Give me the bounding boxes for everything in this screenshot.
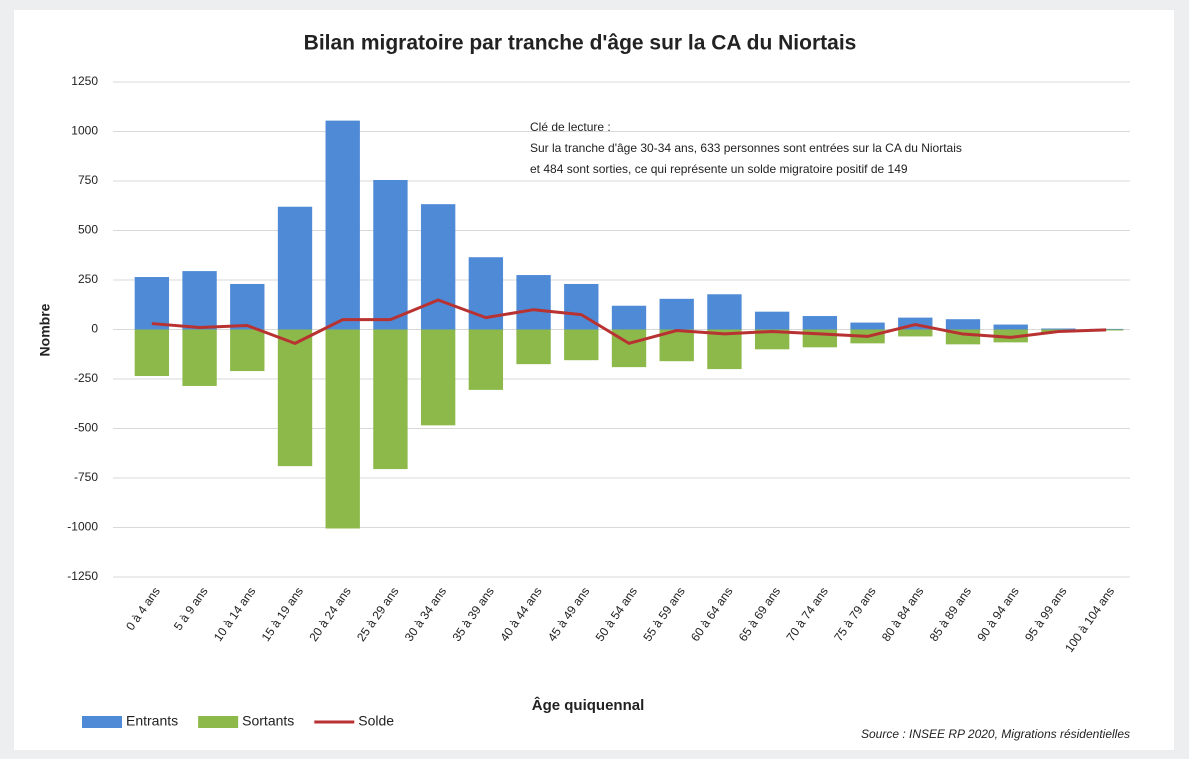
bar [277, 206, 313, 330]
y-tick-label: -250 [74, 371, 98, 385]
bar [277, 329, 313, 467]
bar [468, 329, 504, 390]
y-tick-label: 1000 [71, 124, 98, 138]
y-tick-label: -750 [74, 470, 98, 484]
bar [134, 329, 170, 377]
bar [230, 329, 265, 372]
x-axis-label: Âge quiquennal [532, 696, 645, 714]
bar [373, 180, 408, 330]
legend-label: Solde [358, 713, 394, 729]
chart-title: Bilan migratoire par tranche d'âge sur l… [304, 32, 857, 55]
y-tick-label: -1250 [67, 569, 98, 583]
bar [230, 283, 265, 330]
source: Source : INSEE RP 2020, Migrations résid… [861, 727, 1130, 741]
y-tick-label: -500 [74, 421, 98, 435]
line [151, 298, 1107, 345]
bar [134, 277, 170, 330]
bar [373, 329, 408, 470]
bar [325, 120, 360, 330]
bar [707, 294, 742, 330]
y-tick-label: 0 [91, 322, 98, 336]
bar [325, 329, 360, 529]
annotation: et 484 sont sorties, ce qui représente u… [530, 162, 908, 176]
y-tick-label: 250 [78, 272, 98, 286]
y-tick-label: -1000 [67, 520, 98, 534]
bar [754, 329, 790, 350]
bar [802, 316, 838, 330]
bar [1041, 328, 1076, 330]
bar [993, 324, 1028, 330]
bar [182, 329, 217, 386]
legend-swatch [82, 716, 122, 728]
bar [850, 322, 885, 330]
y-tick-label: 750 [78, 173, 98, 187]
bar [898, 329, 933, 337]
bar [420, 204, 456, 330]
bar [659, 298, 694, 330]
legend-label: Sortants [242, 713, 294, 729]
bar [707, 329, 742, 370]
annotation: Clé de lecture : [530, 120, 611, 134]
legend-label: Entrants [126, 713, 178, 729]
annotation: Sur la tranche d'âge 30-34 ans, 633 pers… [530, 141, 962, 155]
bar [420, 329, 456, 426]
y-tick-label: 500 [78, 223, 98, 237]
legend-swatch [198, 716, 239, 728]
bar [611, 305, 647, 330]
y-tick-label: 1250 [71, 74, 98, 88]
bar [516, 329, 551, 365]
bar [1088, 328, 1124, 330]
bar [182, 271, 217, 330]
bar [564, 329, 599, 361]
y-axis-label: Nombre [37, 303, 53, 356]
bar [516, 275, 551, 330]
bar [754, 311, 790, 330]
bar [945, 319, 981, 330]
